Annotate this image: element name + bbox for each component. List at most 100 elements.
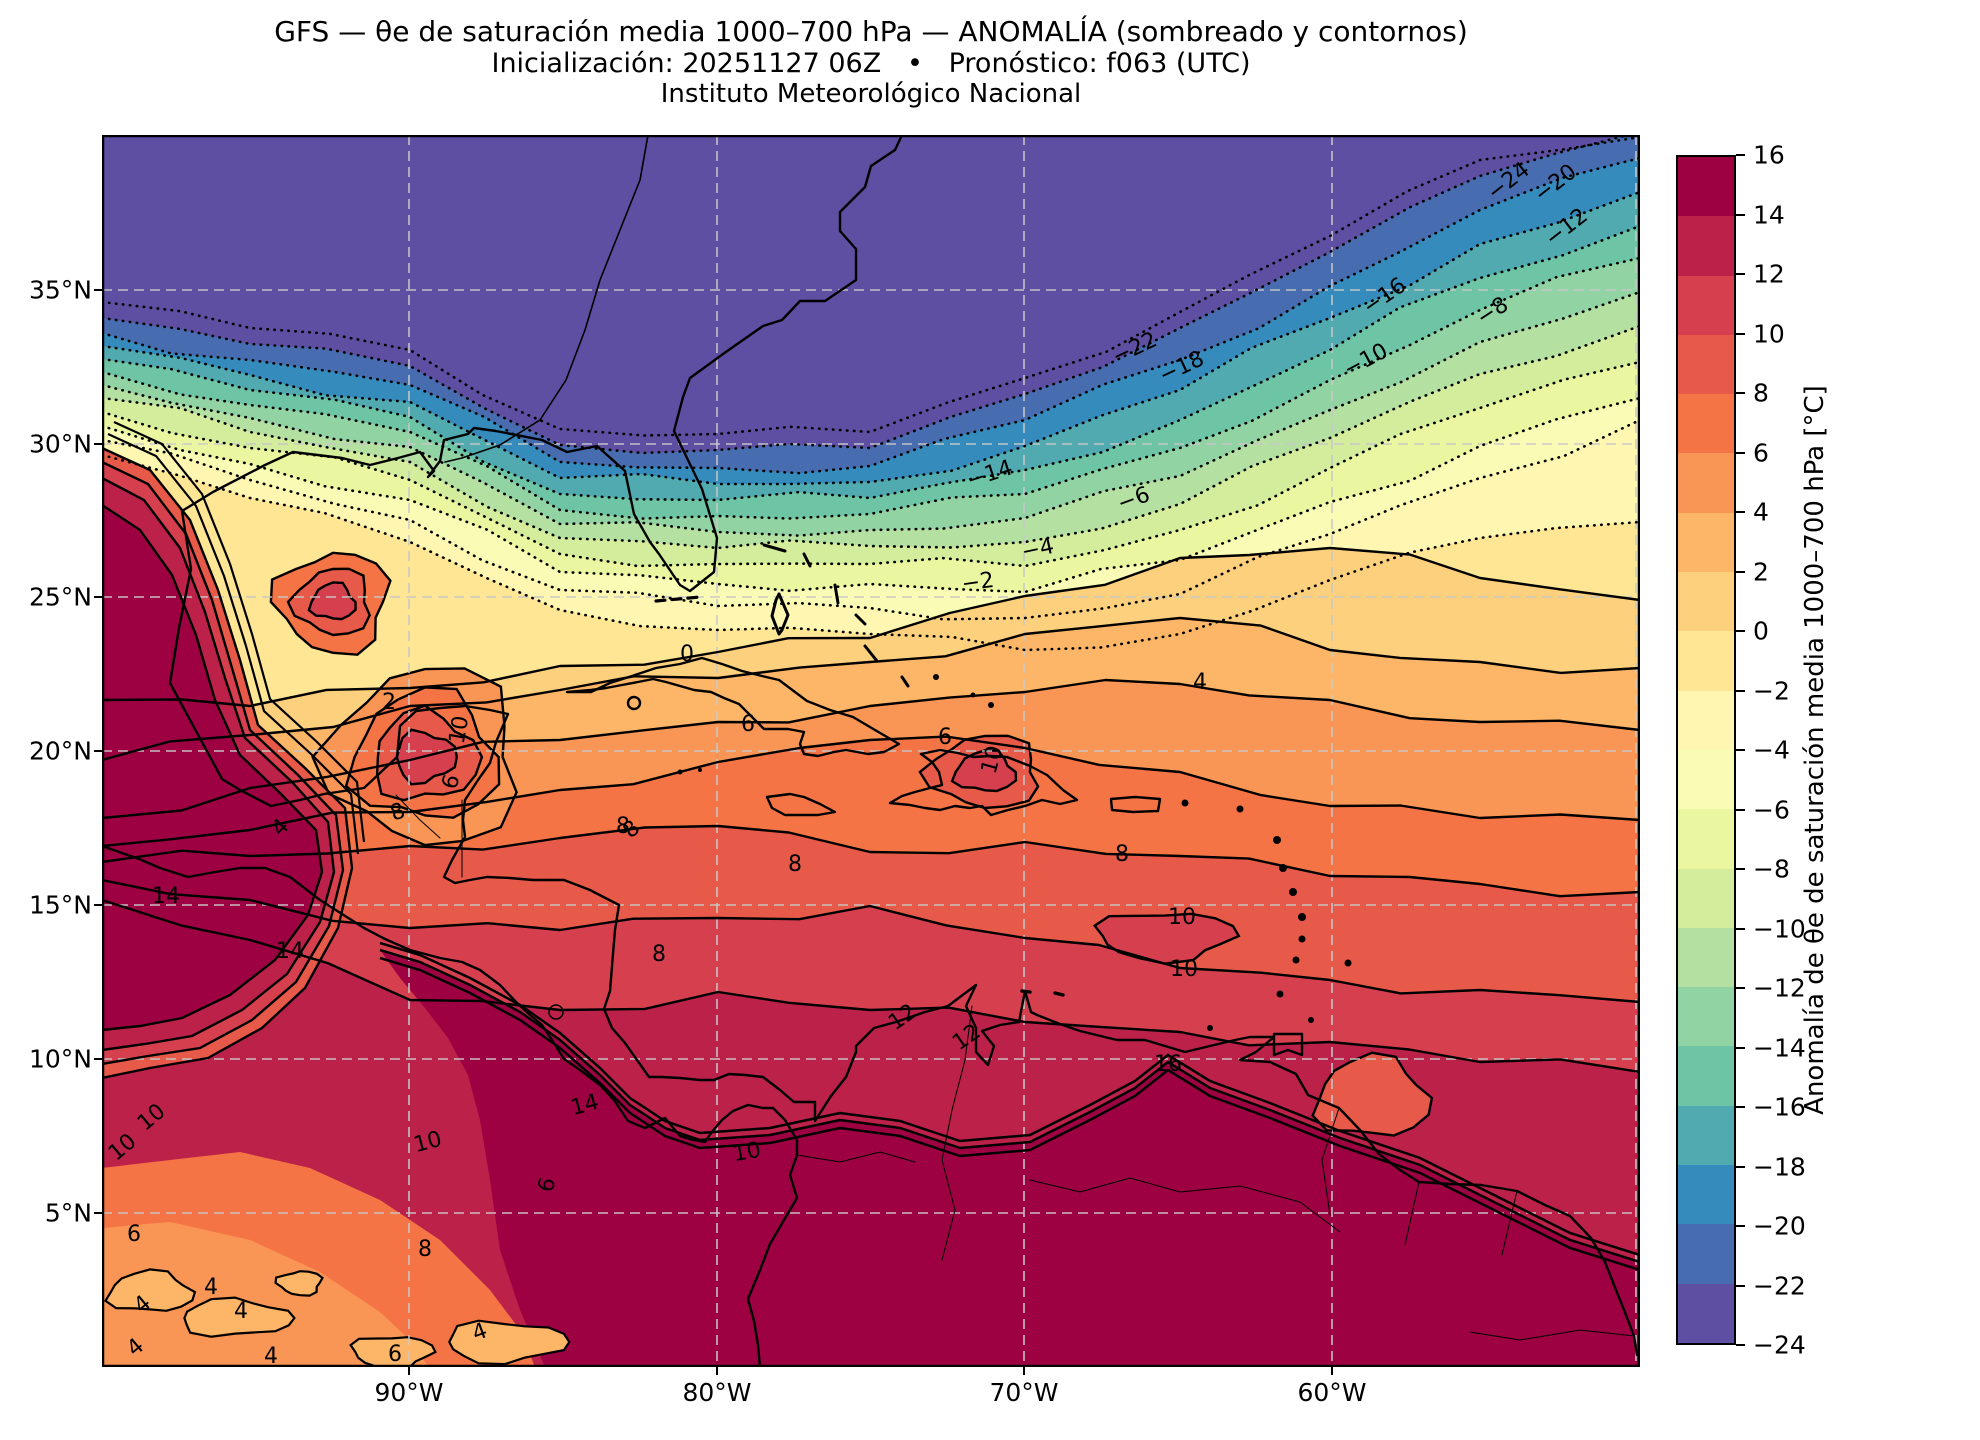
blob-caribbean-10-ring-10 <box>1092 912 1241 965</box>
colorbar-segment <box>1678 1224 1734 1284</box>
contour-label: 10 <box>731 1138 763 1167</box>
contour-solid-2 <box>101 616 1641 762</box>
islands-bahamas <box>762 543 910 688</box>
contour-solid-4 <box>101 678 1641 820</box>
west-region-14 <box>102 505 322 1030</box>
blob-yucatan-channel-ring-10 <box>307 581 357 621</box>
colorbar-tick-mark <box>1736 749 1745 751</box>
contour-solid-12 <box>101 898 1641 1074</box>
colorbar-tick-mark <box>1736 1046 1745 1049</box>
island-cuba <box>565 656 901 758</box>
colorbar-tick-label: 4 <box>1753 497 1769 527</box>
contour-dotted--6 <box>100 396 1642 594</box>
colorbar-segment <box>1678 1105 1734 1166</box>
colorbar-tick-mark <box>1736 808 1745 811</box>
colorbar-tick-mark <box>1736 332 1745 335</box>
x-tick-mark <box>1331 1367 1333 1375</box>
contour-bundle-west <box>101 446 354 1080</box>
y-tick-mark <box>94 1058 102 1060</box>
colorbar-segment <box>1678 512 1734 573</box>
figure-title: GFS — θe de saturación media 1000–700 hP… <box>102 16 1640 110</box>
contour-label: 6 <box>438 772 466 792</box>
blob-hispaniola-ring-10 <box>950 749 1018 793</box>
islands-florida-keys <box>654 595 702 603</box>
contour-label: 14 <box>276 939 304 964</box>
contour-label: 6 <box>127 1222 141 1247</box>
region-sw-mild-4 <box>102 1222 428 1367</box>
colorbar-tick-label: 8 <box>1753 378 1769 408</box>
colorbar-tick-label: 12 <box>1753 259 1785 289</box>
colorbar-segment <box>1678 809 1734 869</box>
colorbar-tick-label: −20 <box>1753 1211 1806 1241</box>
patch-sw-mild <box>448 1319 571 1366</box>
x-tick-label: 70°W <box>989 1378 1059 1407</box>
contour-dotted--14 <box>100 256 1642 520</box>
contour-label: 16 <box>1154 1052 1182 1077</box>
patch-sw-mild <box>183 1296 296 1338</box>
colorbar-tick-label: 16 <box>1753 140 1785 170</box>
island-puerto-rico <box>1109 795 1162 814</box>
blob-orinoco-ring-8 <box>1311 1051 1434 1137</box>
colorbar-tick-label: −12 <box>1753 973 1806 1003</box>
island-trinidad <box>1272 1032 1304 1057</box>
contour-label: 8 <box>788 852 802 877</box>
contour-bundle-west <box>101 460 345 1066</box>
island-isla-juventud <box>626 695 642 711</box>
coastline-pacific-central-america <box>100 844 799 1369</box>
contour-label: 6 <box>388 1342 402 1367</box>
colorbar-label: Anomalía de θe de saturación media 1000–… <box>1800 385 1830 1115</box>
x-tick-mark <box>1023 1367 1025 1375</box>
islands-curacao-aruba <box>1020 989 1065 997</box>
colorbar-tick-label: −24 <box>1753 1330 1806 1360</box>
y-tick-mark <box>94 750 102 752</box>
title-line-2: Inicialización: 20251127 06Z • Pronóstic… <box>491 48 1251 79</box>
colorbar-tick-label: 14 <box>1753 200 1785 229</box>
lake-nicaragua <box>548 1004 564 1020</box>
x-tick-mark <box>716 1367 718 1375</box>
x-tick-mark <box>408 1367 410 1375</box>
plot-border <box>101 134 1641 1368</box>
contour-solid-0 <box>101 546 1641 708</box>
contour-label: 6 <box>938 725 952 750</box>
colorbar-tick-mark <box>1736 392 1745 394</box>
colorbar-tick-mark <box>1736 1284 1745 1287</box>
map-plot: −24 −20 −12 −16 −8 −22 −18 −10 −14 −6 −4 −2 0 2 4 4 6 6 6 8… <box>100 130 1642 1372</box>
y-tick-label: 15°N <box>28 890 92 920</box>
colorbar-segment <box>1678 749 1734 810</box>
colorbar-segment <box>1678 868 1734 928</box>
contour-dotted--4 <box>100 418 1642 621</box>
island-hispaniola <box>888 748 1079 817</box>
contour-label: 4 <box>1193 670 1207 695</box>
colorbar-tick-label: −14 <box>1753 1033 1806 1062</box>
colorbar-tick-label: −8 <box>1753 854 1790 884</box>
colorbar-tick-label: −2 <box>1753 676 1790 705</box>
y-tick-mark <box>94 904 102 906</box>
contour-dotted--22 <box>100 130 1642 455</box>
coastline-mexico-central-america-caribbean <box>220 704 1639 1357</box>
colorbar-segment <box>1678 1165 1734 1225</box>
colorbar-segment <box>1678 157 1734 217</box>
colorbar-segment <box>1678 1046 1734 1106</box>
contour-label: 10 <box>445 714 474 746</box>
contour-label: 4 <box>204 1275 218 1300</box>
colorbar-tick-label: −10 <box>1753 914 1806 943</box>
contour-label: −2 <box>960 568 996 597</box>
contour-label: 4 <box>264 1344 278 1367</box>
colorbar-tick-label: −6 <box>1753 795 1790 824</box>
borders-country <box>395 794 1635 1341</box>
contour-label: 6 <box>534 1175 562 1195</box>
contour-label: 8 <box>652 942 666 967</box>
colorbar-tick-label: 6 <box>1753 438 1769 467</box>
band--24 <box>102 132 1640 453</box>
y-tick-label: 10°N <box>28 1044 92 1074</box>
colorbar-tick-mark <box>1736 273 1745 275</box>
colorbar-segment <box>1678 987 1734 1047</box>
colorbar-tick-mark <box>1736 511 1745 513</box>
colorbar-tick-mark <box>1736 451 1745 454</box>
patch-sw-mild <box>104 1268 197 1312</box>
y-tick-label: 20°N <box>28 736 92 766</box>
contour-label: 14 <box>152 884 180 909</box>
contour-dotted--10 <box>100 324 1642 550</box>
colorbar <box>1676 155 1736 1345</box>
contour-bundle-southamerica <box>379 941 1641 1257</box>
